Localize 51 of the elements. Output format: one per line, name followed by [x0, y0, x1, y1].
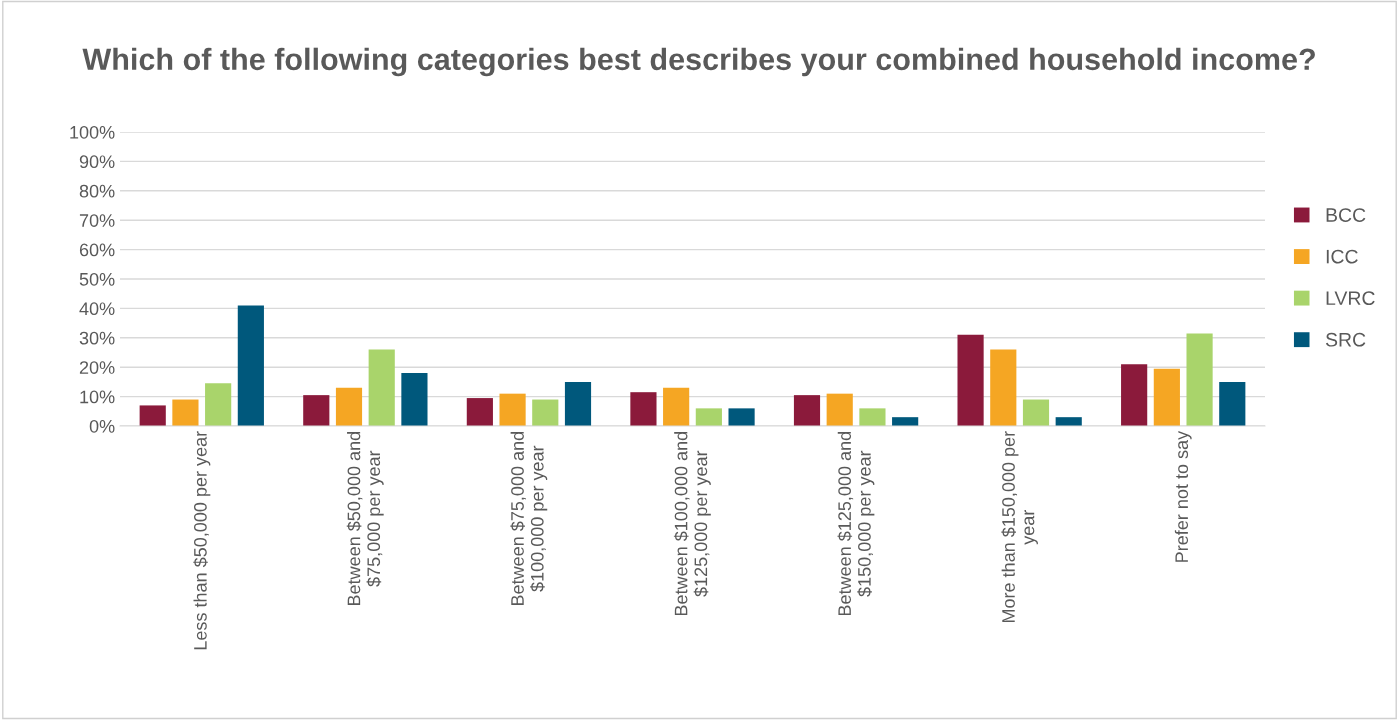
bar — [1022, 399, 1050, 426]
bar — [695, 408, 722, 426]
x-tick-label: Between $50,000 and $75,000 per year — [346, 432, 384, 606]
bar — [401, 373, 428, 426]
x-tick-label: Less than $50,000 per year — [193, 431, 211, 650]
bar — [172, 399, 199, 426]
bar — [859, 408, 886, 426]
legend-label: LVRC — [1326, 291, 1375, 306]
bar — [793, 395, 821, 426]
bar — [728, 408, 755, 426]
bar — [1121, 364, 1148, 426]
bar — [990, 349, 1017, 426]
x-tick-label: Between $75,000 and $100,000 per year — [510, 432, 548, 606]
x-tick-label: Between $125,000 and $150,000 per year — [837, 432, 875, 616]
bar — [1219, 381, 1246, 426]
y-tick-label: 80% — [79, 184, 115, 198]
bar — [564, 381, 592, 426]
legend-label: SRC — [1325, 332, 1366, 347]
bar — [957, 334, 984, 426]
bar — [532, 399, 559, 426]
bar — [663, 387, 690, 426]
y-tick-label: 10% — [80, 390, 115, 404]
chart-title: Which of the following categories best describes your combined household income? — [82, 47, 1315, 77]
x-tick-label: More than $150,000 per year — [1001, 431, 1038, 623]
legend-label: BCC — [1326, 208, 1366, 222]
bar — [139, 405, 166, 426]
bar — [499, 393, 526, 426]
bar — [892, 417, 919, 426]
x-tick-label: Between $100,000 and $125,000 per year — [673, 432, 711, 616]
bar — [368, 349, 395, 426]
y-tick-label: 0% — [89, 419, 115, 433]
bar — [303, 395, 330, 426]
y-tick-label: 70% — [79, 214, 115, 227]
bar — [630, 392, 657, 426]
y-tick-label: 90% — [79, 155, 115, 169]
y-tick-label: 40% — [79, 302, 115, 316]
bar — [1153, 368, 1180, 426]
y-tick-label: 100% — [70, 125, 115, 139]
y-tick-label: 50% — [79, 272, 115, 286]
legend-label: ICC — [1326, 249, 1358, 264]
y-tick-label: 20% — [79, 361, 115, 374]
bar — [237, 305, 264, 426]
bar — [205, 383, 232, 426]
x-tick-label: Prefer not to say — [1174, 430, 1192, 562]
bar — [335, 387, 363, 426]
bar — [1055, 417, 1082, 426]
bar — [1186, 333, 1213, 426]
bar — [826, 393, 853, 426]
y-tick-label: 60% — [79, 243, 115, 257]
bar — [466, 398, 493, 426]
y-tick-label: 30% — [79, 331, 115, 345]
